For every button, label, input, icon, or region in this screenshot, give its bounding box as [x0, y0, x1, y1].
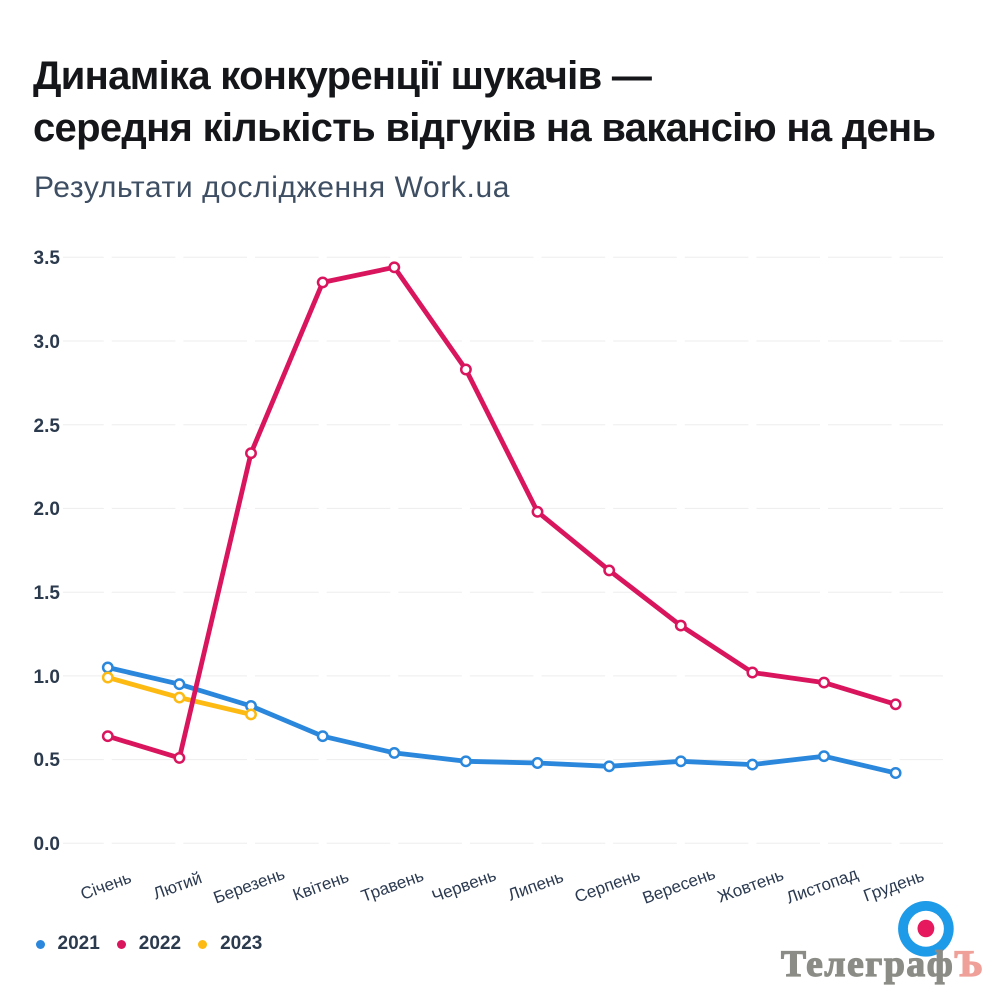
svg-text:Травень: Травень: [359, 866, 427, 906]
svg-text:Червень: Червень: [429, 865, 498, 906]
svg-text:Січень: Січень: [78, 868, 134, 904]
svg-text:Серпень: Серпень: [572, 865, 643, 906]
svg-text:Вересень: Вересень: [640, 864, 718, 908]
svg-text:Листопад: Листопад: [784, 864, 861, 907]
svg-text:Грудень: Грудень: [861, 866, 927, 905]
svg-text:Лютий: Лютий: [151, 868, 205, 903]
svg-text:Квітень: Квітень: [290, 867, 351, 905]
svg-text:Липень: Липень: [505, 867, 566, 905]
svg-text:Жовтень: Жовтень: [715, 865, 786, 906]
svg-text:Березень: Березень: [211, 864, 288, 907]
